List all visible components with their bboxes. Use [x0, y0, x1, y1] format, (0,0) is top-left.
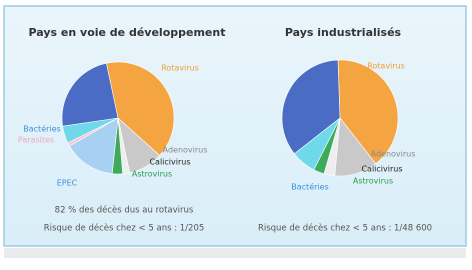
- annotation: 82 % des décès dus au rotavirus: [55, 205, 194, 216]
- pie-slice: [69, 117, 119, 175]
- slice-label: Adenovirus: [371, 150, 416, 159]
- slice-label: Astrovirus: [353, 177, 393, 186]
- pie-slice: [106, 61, 175, 156]
- chart-title: Pays industrialisés: [285, 26, 402, 39]
- slice-label: Rotavirus: [161, 64, 199, 73]
- slice-label: Bactéries: [291, 182, 328, 192]
- slice-label: EPEC: [57, 179, 78, 188]
- annotation: Risque de décès chez < 5 ans : 1/205: [44, 223, 205, 234]
- chart-title: Pays en voie de développement: [29, 26, 226, 39]
- slice-label: Calicivirus: [361, 165, 402, 174]
- panel-shadow: [4, 248, 466, 258]
- slice-label: Rotavirus: [367, 62, 405, 71]
- slice-label: Bactéries: [23, 124, 60, 134]
- slice-label: Astrovirus: [132, 170, 172, 179]
- slice-label: Calicivirus: [149, 158, 190, 167]
- pie-slice: [337, 59, 399, 165]
- pie-slice: [281, 59, 341, 155]
- slice-label: Adenovirus: [163, 146, 208, 155]
- annotation: Risque de décès chez < 5 ans : 1/48 600: [258, 223, 432, 234]
- slice-label: Parasites: [18, 136, 54, 145]
- pie-slice: [61, 62, 119, 127]
